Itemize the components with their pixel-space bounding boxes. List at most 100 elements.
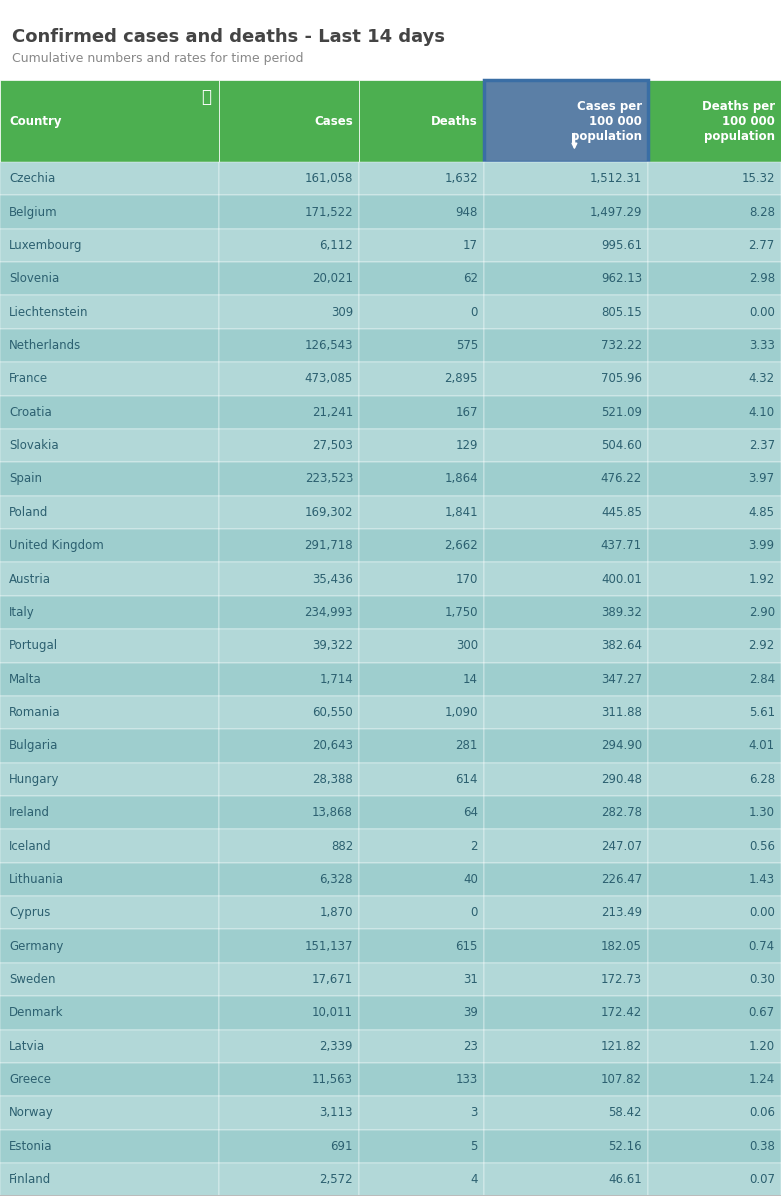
Text: 1,750: 1,750 — [444, 606, 478, 619]
Text: 2.77: 2.77 — [748, 239, 775, 252]
Text: 171,522: 171,522 — [305, 205, 353, 218]
Text: Liechtenstein: Liechtenstein — [9, 306, 89, 319]
Bar — [648, 595, 781, 629]
Text: 0.00: 0.00 — [749, 306, 775, 319]
Bar — [219, 162, 359, 196]
Text: Country: Country — [9, 115, 62, 127]
Text: Bulgaria: Bulgaria — [9, 739, 59, 752]
Text: 5.61: 5.61 — [749, 706, 775, 719]
Text: 0.07: 0.07 — [749, 1174, 775, 1187]
Bar — [219, 196, 359, 229]
Text: Cumulative numbers and rates for time period: Cumulative numbers and rates for time pe… — [12, 52, 303, 65]
Text: Italy: Italy — [9, 606, 35, 619]
Bar — [648, 1063, 781, 1097]
Text: 1.30: 1.30 — [749, 806, 775, 820]
Text: 309: 309 — [331, 306, 353, 319]
Bar — [484, 563, 648, 595]
Text: 182.05: 182.05 — [601, 940, 642, 953]
Text: Sweden: Sweden — [9, 973, 56, 986]
Text: Ireland: Ireland — [9, 806, 50, 820]
Bar — [219, 1063, 359, 1097]
Bar — [0, 428, 219, 462]
Bar — [648, 896, 781, 930]
Text: 126,543: 126,543 — [305, 340, 353, 352]
Text: 1.20: 1.20 — [749, 1039, 775, 1052]
Bar — [359, 496, 484, 529]
Text: 13,868: 13,868 — [312, 806, 353, 820]
Text: 1,512.31: 1,512.31 — [590, 172, 642, 185]
Text: 17,671: 17,671 — [312, 973, 353, 986]
Text: 62: 62 — [463, 272, 478, 286]
Text: Iceland: Iceland — [9, 840, 52, 852]
Bar — [359, 662, 484, 696]
Text: Malta: Malta — [9, 673, 42, 685]
Text: 2,572: 2,572 — [319, 1174, 353, 1187]
Text: Romania: Romania — [9, 706, 61, 719]
Text: 281: 281 — [455, 739, 478, 752]
Text: 2.92: 2.92 — [748, 640, 775, 653]
Text: 347.27: 347.27 — [601, 673, 642, 685]
Text: 31: 31 — [463, 973, 478, 986]
Bar — [0, 162, 219, 196]
Text: 133: 133 — [456, 1073, 478, 1086]
Text: Cyprus: Cyprus — [9, 906, 51, 919]
Bar — [359, 996, 484, 1030]
Text: 2.98: 2.98 — [749, 272, 775, 286]
Text: 39,322: 39,322 — [312, 640, 353, 653]
Bar — [359, 462, 484, 496]
Bar — [484, 496, 648, 529]
Text: 6,328: 6,328 — [319, 872, 353, 886]
Text: Croatia: Croatia — [9, 406, 52, 419]
Bar — [0, 896, 219, 930]
Text: 3.99: 3.99 — [749, 539, 775, 552]
Bar — [484, 696, 648, 730]
Text: Portugal: Portugal — [9, 640, 59, 653]
Text: 129: 129 — [455, 439, 478, 452]
Bar — [484, 329, 648, 362]
Text: Confirmed cases and deaths - Last 14 days: Confirmed cases and deaths - Last 14 day… — [12, 28, 444, 46]
Text: 382.64: 382.64 — [601, 640, 642, 653]
Text: 5: 5 — [471, 1140, 478, 1153]
Bar — [484, 396, 648, 428]
Bar — [484, 930, 648, 962]
Text: 615: 615 — [455, 940, 478, 953]
Bar — [484, 796, 648, 829]
Bar — [359, 863, 484, 896]
Text: 3.97: 3.97 — [749, 473, 775, 486]
Bar — [484, 428, 648, 462]
Bar — [648, 563, 781, 595]
Text: 3: 3 — [471, 1106, 478, 1120]
Bar — [0, 829, 219, 863]
Text: 962.13: 962.13 — [601, 272, 642, 286]
Text: Netherlands: Netherlands — [9, 340, 82, 352]
Bar — [359, 229, 484, 262]
Text: 17: 17 — [463, 239, 478, 252]
Bar — [219, 1129, 359, 1163]
Text: 400.01: 400.01 — [601, 572, 642, 586]
Text: 4.10: 4.10 — [749, 406, 775, 419]
Bar — [0, 763, 219, 796]
Text: Slovakia: Slovakia — [9, 439, 59, 452]
Text: 805.15: 805.15 — [601, 306, 642, 319]
Text: 0.38: 0.38 — [749, 1140, 775, 1153]
Text: 0: 0 — [471, 306, 478, 319]
Text: 614: 614 — [455, 773, 478, 786]
Bar — [484, 896, 648, 930]
Bar — [484, 1097, 648, 1129]
Text: 0.56: 0.56 — [749, 840, 775, 852]
Bar — [219, 362, 359, 396]
Text: 437.71: 437.71 — [601, 539, 642, 552]
Text: 476.22: 476.22 — [601, 473, 642, 486]
Bar — [0, 1063, 219, 1097]
Text: 121.82: 121.82 — [601, 1039, 642, 1052]
Text: 1,864: 1,864 — [444, 473, 478, 486]
Bar — [0, 229, 219, 262]
Bar — [219, 863, 359, 896]
Text: Slovenia: Slovenia — [9, 272, 59, 286]
Bar — [219, 496, 359, 529]
Text: 3.33: 3.33 — [749, 340, 775, 352]
Bar — [359, 329, 484, 362]
Bar — [648, 696, 781, 730]
Bar — [219, 428, 359, 462]
Text: 21,241: 21,241 — [312, 406, 353, 419]
